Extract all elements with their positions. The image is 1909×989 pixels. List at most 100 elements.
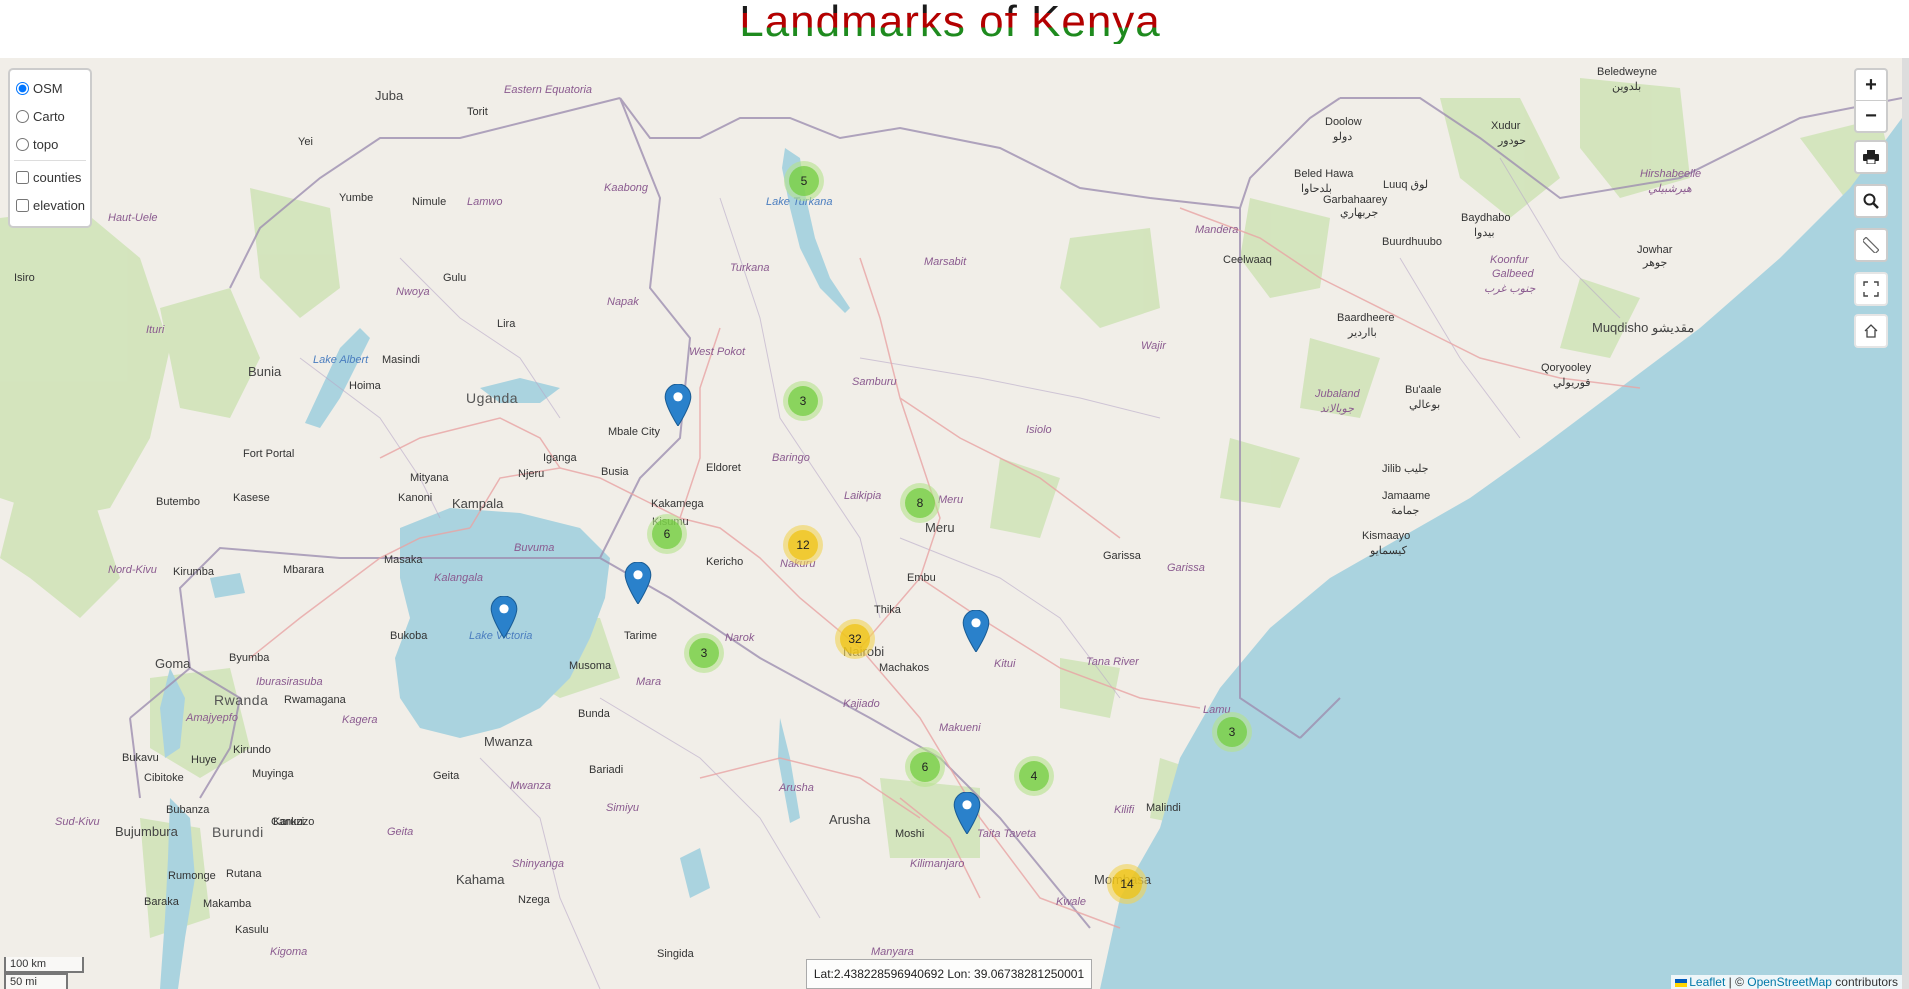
- marker-cluster[interactable]: 3: [684, 633, 724, 673]
- ruler-icon: [1863, 237, 1879, 253]
- map-label-masaka: Masaka: [384, 554, 423, 566]
- map-label-buurdhuubo: Buurdhuubo: [1382, 236, 1442, 248]
- map-label-marsabit: Marsabit: [924, 256, 967, 268]
- map-label-shinyanga: Shinyanga: [512, 858, 564, 870]
- leaflet-link[interactable]: Leaflet: [1689, 975, 1726, 989]
- layer-radio-osm[interactable]: [16, 81, 29, 95]
- marker-cluster[interactable]: 12: [783, 525, 823, 565]
- marker-cluster[interactable]: 3: [783, 381, 823, 421]
- map-pin-icon[interactable]: [952, 792, 982, 834]
- map-label-huye: Huye: [191, 754, 217, 766]
- map-basemap: [0, 78, 1902, 989]
- marker-cluster[interactable]: 4: [1014, 756, 1054, 796]
- map-label-rwamagana: Rwamagana: [284, 694, 346, 706]
- overlay-checkbox-counties[interactable]: [16, 170, 29, 184]
- map-label-kilimanjaro: Kilimanjaro: [910, 858, 965, 870]
- print-button[interactable]: [1856, 142, 1886, 172]
- map-label-beledweyne-ar: بلدوين: [1612, 81, 1642, 93]
- marker-cluster[interactable]: 32: [835, 619, 875, 659]
- map-label-isiro: Isiro: [14, 272, 35, 284]
- map-label-makueni: Makueni: [939, 722, 981, 734]
- marker-cluster[interactable]: 14: [1107, 864, 1147, 904]
- fullscreen-icon: [1863, 281, 1879, 297]
- marker-cluster-count: 5: [789, 166, 819, 196]
- marker-cluster-count: 4: [1019, 761, 1049, 791]
- map-label-luuq: Luuq لوق: [1383, 179, 1429, 191]
- marker-cluster[interactable]: 6: [647, 514, 687, 554]
- map-label-isiolo: Isiolo: [1026, 424, 1052, 436]
- zoom-in-button[interactable]: +: [1856, 70, 1886, 101]
- layer-option-carto[interactable]: Carto: [14, 102, 90, 130]
- marker-cluster-count: 6: [652, 519, 682, 549]
- marker-cluster[interactable]: 6: [905, 747, 945, 787]
- map-label-lake-albert: Lake Albert: [313, 354, 369, 366]
- fullscreen-button[interactable]: [1856, 274, 1886, 304]
- home-button[interactable]: [1856, 316, 1886, 346]
- map-label-baardheere-ar: بااردير: [1348, 327, 1377, 339]
- marker-cluster-count: 8: [905, 488, 935, 518]
- layer-radio-topo[interactable]: [16, 137, 29, 151]
- map-label-mandera: Mandera: [1195, 224, 1239, 236]
- overlay-checkbox-elevation[interactable]: [16, 198, 29, 212]
- layer-option-topo[interactable]: topo: [14, 130, 90, 158]
- marker-cluster[interactable]: 3: [1212, 712, 1252, 752]
- home-icon: [1864, 324, 1878, 338]
- map-label-iganga: Iganga: [543, 452, 577, 464]
- measure-button[interactable]: [1856, 230, 1886, 260]
- osm-link[interactable]: OpenStreetMap: [1747, 975, 1832, 989]
- map-label-jubaland-ar: جوبالاند: [1320, 403, 1355, 415]
- home-control: [1854, 314, 1888, 348]
- map-label-hirshabelle: Hirshabeelle: [1640, 168, 1702, 180]
- search-button[interactable]: [1856, 186, 1886, 216]
- map-label-cibitoke: Cibitoke: [144, 772, 184, 784]
- zoom-out-button[interactable]: −: [1865, 104, 1877, 127]
- map-pin-icon[interactable]: [623, 562, 653, 604]
- marker-cluster-count: 12: [788, 530, 818, 560]
- map-label-kakamega: Kakamega: [651, 498, 704, 510]
- layers-separator: [14, 160, 86, 161]
- layer-label-topo: topo: [33, 136, 59, 152]
- map-label-kaabong: Kaabong: [604, 182, 649, 194]
- layer-option-osm[interactable]: OSM: [14, 74, 90, 102]
- map-label-xudur-ar: حودور: [1498, 135, 1527, 147]
- map-view[interactable]: Juba Eastern Equatoria Torit Yei Kaabong…: [0, 58, 1902, 989]
- map-label-samburu: Samburu: [852, 376, 897, 388]
- marker-cluster[interactable]: 8: [900, 483, 940, 523]
- map-label-doolow-ar: دولو: [1333, 131, 1353, 143]
- map-label-napak: Napak: [607, 296, 639, 308]
- map-label-baardheere: Baardheere: [1337, 312, 1395, 324]
- map-label-cankuzo: Cankuzo: [271, 816, 315, 828]
- map-label-byumba: Byumba: [229, 652, 270, 664]
- map-pin-icon[interactable]: [663, 384, 693, 426]
- map-label-singida: Singida: [657, 948, 694, 960]
- map-label-hoima: Hoima: [349, 380, 381, 392]
- map-label-moshi: Moshi: [895, 828, 925, 840]
- map-label-manyara: Manyara: [871, 946, 914, 958]
- map-label-beledweyne: Beledweyne: [1597, 66, 1657, 78]
- overlay-option-counties[interactable]: counties: [14, 163, 90, 191]
- overlay-option-elevation[interactable]: elevation: [14, 191, 90, 219]
- marker-cluster[interactable]: 5: [784, 161, 824, 201]
- map-label-embu: Embu: [907, 572, 936, 584]
- search-control: [1854, 184, 1888, 218]
- map-label-thika: Thika: [874, 604, 901, 616]
- map-label-arusha-region: Arusha: [779, 782, 814, 794]
- map-label-doolow: Doolow: [1325, 116, 1362, 128]
- map-label-buaale-ar: بوعالي: [1409, 399, 1441, 411]
- map-label-kalangala: Kalangala: [434, 572, 483, 584]
- map-label-kasese: Kasese: [233, 492, 270, 504]
- page-title: Landmarks of Kenya: [739, 0, 1161, 46]
- map-pin-icon[interactable]: [961, 610, 991, 652]
- page-scrollbar[interactable]: [1902, 58, 1909, 989]
- map-label-turkana: Turkana: [730, 262, 770, 274]
- map-pin-icon[interactable]: [489, 596, 519, 638]
- layer-label-carto: Carto: [33, 108, 65, 124]
- map-label-jubaland: Jubaland: [1315, 388, 1360, 400]
- map-label-galbeed: Galbeed: [1492, 268, 1534, 280]
- map-label-yei: Yei: [298, 136, 313, 148]
- map-label-xudur: Xudur: [1491, 120, 1521, 132]
- map-label-wajir: Wajir: [1141, 340, 1166, 352]
- marker-cluster-count: 32: [840, 624, 870, 654]
- layer-radio-carto[interactable]: [16, 109, 29, 123]
- map-label-beled-hawa-ar: بلدحاوا: [1301, 183, 1332, 195]
